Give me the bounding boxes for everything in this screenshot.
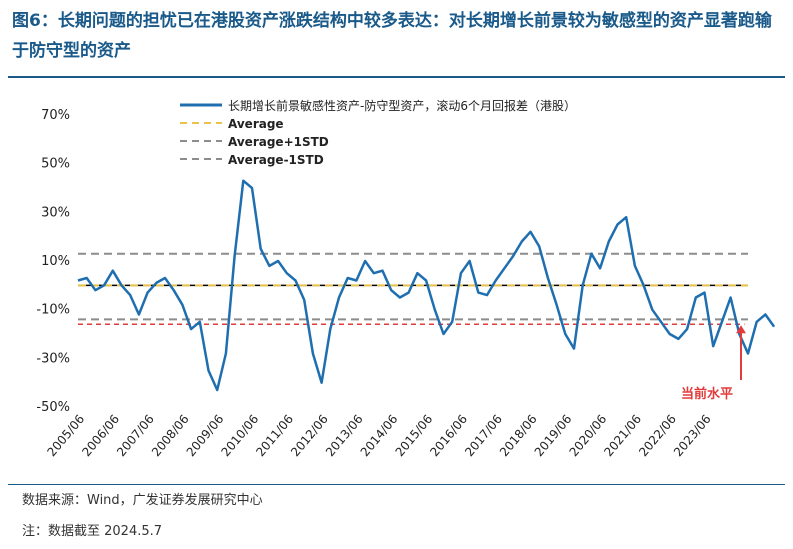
y-tick-label: 30% bbox=[41, 205, 70, 220]
note-text: 注：数据截至 2024.5.7 bbox=[22, 524, 163, 539]
legend: 长期增长前景敏感性资产-防守型资产，滚动6个月回报差（港股） Average A… bbox=[180, 98, 576, 167]
current-level-label: 当前水平 bbox=[681, 386, 733, 402]
y-tick-label: -30% bbox=[36, 351, 70, 366]
y-tick-label: 50% bbox=[41, 157, 70, 172]
y-tick-label: 10% bbox=[41, 254, 70, 269]
series-line bbox=[77, 179, 776, 392]
x-tick-label: 2023/06 bbox=[671, 412, 714, 459]
legend-label-plus-std: Average+1STD bbox=[228, 135, 329, 149]
legend-label-series: 长期增长前景敏感性资产-防守型资产，滚动6个月回报差（港股） bbox=[228, 98, 576, 113]
current-level-arrowhead bbox=[736, 325, 746, 334]
y-tick-label: -10% bbox=[36, 303, 70, 318]
y-axis: 70% 50% 30% 10% -10% -30% -50% bbox=[36, 108, 70, 415]
chart-title: 图6：长期问题的担忧已在港股资产涨跌结构中较多表达：对长期增长前景较为敏感型的资… bbox=[12, 11, 772, 61]
source-divider bbox=[8, 484, 785, 485]
y-tick-label: 70% bbox=[41, 108, 70, 123]
line-chart: 70% 50% 30% 10% -10% -30% -50% 2005/062006/062… bbox=[36, 98, 776, 459]
y-tick-label: -50% bbox=[36, 400, 70, 415]
title-divider bbox=[8, 76, 785, 78]
x-axis: 2005/062006/062007/062008/062009/062010/… bbox=[44, 412, 713, 459]
legend-label-minus-std: Average-1STD bbox=[228, 153, 324, 167]
reference-lines bbox=[78, 252, 748, 326]
current-level-annotation: 当前水平 bbox=[681, 325, 746, 402]
series-layer bbox=[77, 179, 776, 392]
legend-label-average: Average bbox=[228, 117, 284, 131]
source-text: 数据来源：Wind，广发证券发展研究中心 bbox=[22, 493, 263, 508]
